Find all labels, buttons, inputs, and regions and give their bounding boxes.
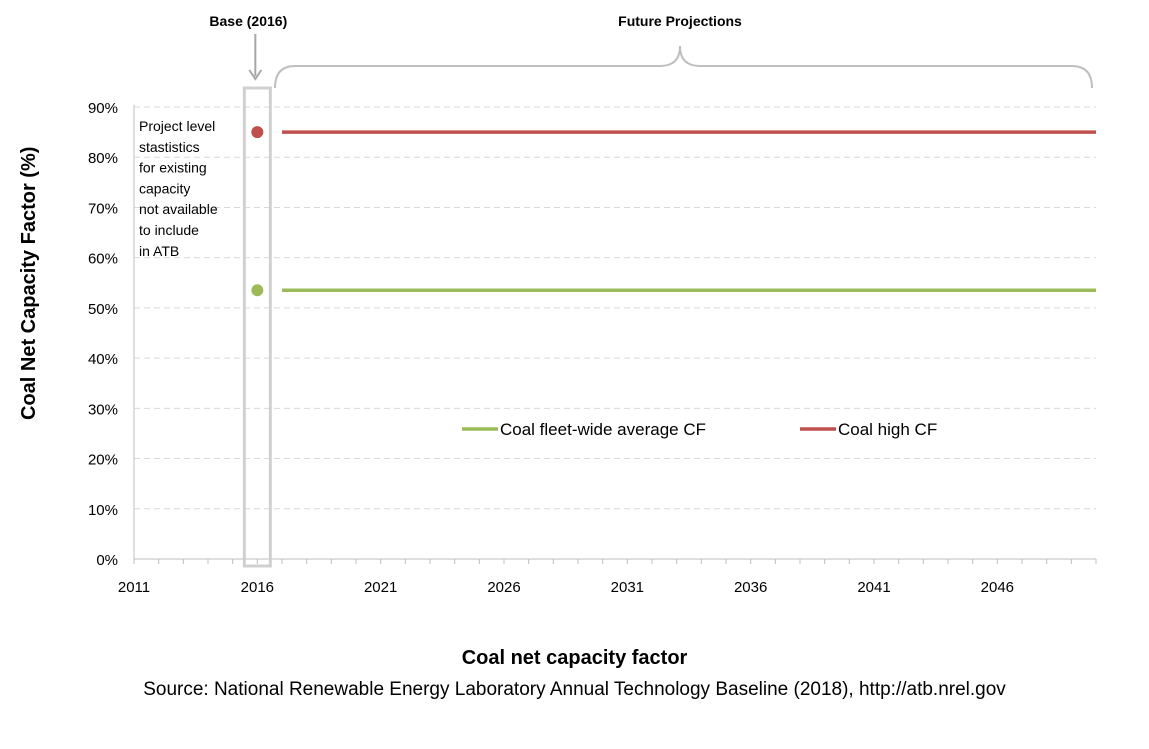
note-line: capacity	[139, 180, 190, 196]
note-line: to include	[139, 222, 199, 238]
y-tick-label: 20%	[88, 452, 118, 469]
note-line: stastistics	[139, 139, 200, 155]
x-axis-title: Coal net capacity factor	[461, 647, 688, 669]
note-line: Project level	[139, 118, 215, 134]
y-tick-label: 90%	[88, 100, 118, 117]
x-tick-label: 2021	[364, 579, 397, 596]
note-line: not available	[139, 201, 218, 217]
future-projections-brace	[274, 45, 1093, 89]
base-year-label: Base (2016)	[209, 13, 287, 29]
y-tick-label: 80%	[88, 150, 118, 167]
base-year-box	[242, 86, 272, 568]
chart-canvas: 0%10%20%30%40%50%60%70%80%90% 2011 2016 20…	[88, 13, 1097, 596]
axes	[133, 105, 1097, 564]
x-tick-label: 2026	[487, 579, 520, 596]
x-tick-label: 2031	[611, 579, 644, 596]
x-tick-label: 2041	[857, 579, 890, 596]
y-tick-label: 0%	[96, 552, 118, 569]
legend-entry: Coal high CF	[838, 420, 937, 439]
annotations: Base (2016) Future Projections Project lev…	[139, 13, 1093, 568]
y-tick-labels: 0% 10% 20% 30% 40% 50% 60% 70% 80% 90%	[88, 100, 118, 569]
x-tick-label: 2046	[981, 579, 1014, 596]
future-projections-label: Future Projections	[618, 13, 742, 29]
x-tick-label: 2016	[241, 579, 274, 596]
series-group	[251, 126, 1096, 297]
note-line: for existing	[139, 160, 207, 176]
base-year-point	[251, 126, 264, 139]
y-tick-label: 30%	[88, 401, 118, 418]
y-tick-label: 50%	[88, 301, 118, 318]
x-tick-labels: 2011 2016 2021 2026 2031 2036 2041 2046	[118, 579, 1014, 596]
y-axis-title: Coal Net Capacity Factor (%)	[18, 146, 40, 420]
y-tick-label: 10%	[88, 502, 118, 519]
base-year-point	[251, 284, 264, 297]
y-tick-label: 60%	[88, 251, 118, 268]
y-tick-label: 70%	[88, 200, 118, 217]
x-tick-label: 2011	[118, 579, 150, 596]
arrow-head-icon	[248, 69, 263, 81]
gridlines	[134, 106, 1096, 510]
legend-entry: Coal fleet-wide average CF	[500, 420, 706, 439]
x-tick-label: 2036	[734, 579, 767, 596]
y-tick-label: 40%	[88, 351, 118, 368]
legend: Coal fleet-wide average CF Coal high CF	[462, 420, 937, 439]
note-line: in ATB	[139, 243, 179, 259]
source-note: Source: National Renewable Energy Labora…	[143, 679, 1006, 700]
